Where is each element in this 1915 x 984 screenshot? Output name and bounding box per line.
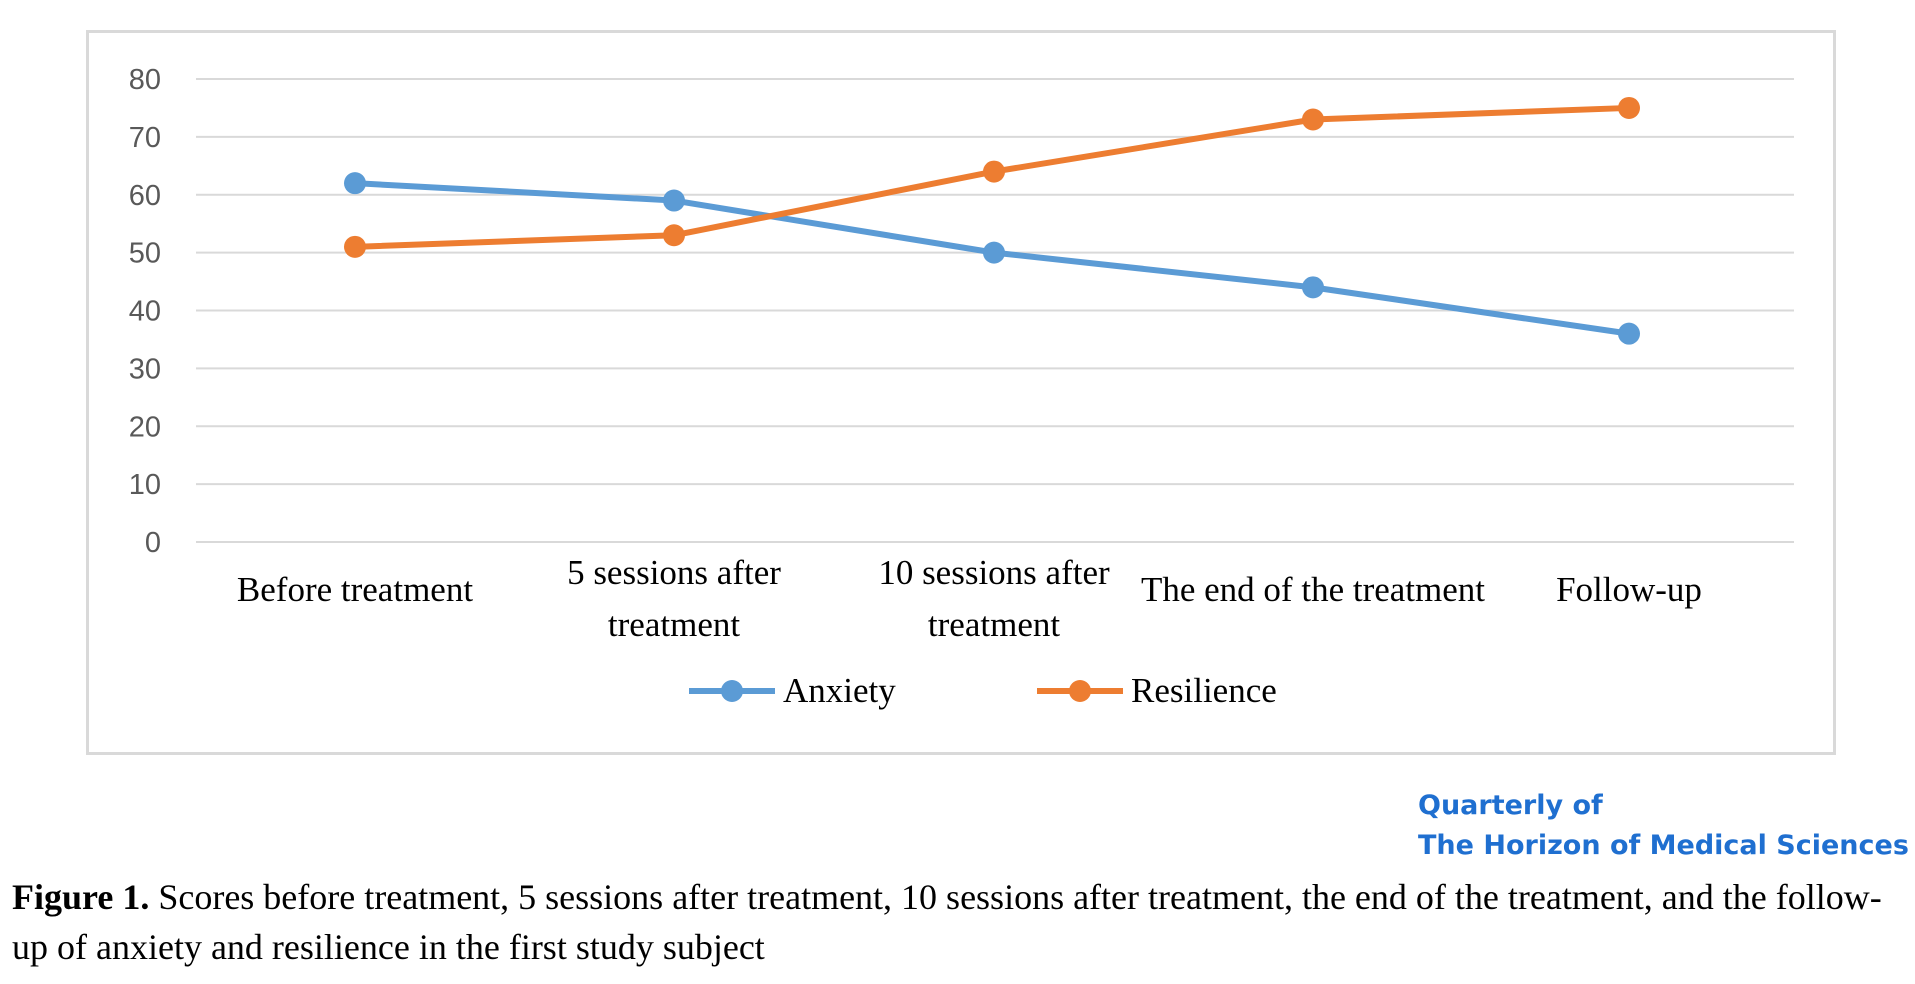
data-point-resilience-3 [1302,108,1324,131]
journal-line-1: Quarterly of [1418,790,1603,821]
line-chart: 0 10 20 30 40 50 60 70 80 Before treatment 5 sessi… [129,64,1794,710]
y-tick-label-70: 70 [129,122,161,154]
chart-frame: 0 10 20 30 40 50 60 70 80 Before treatment 5 sessi… [86,30,1836,755]
data-point-anxiety-4 [1618,322,1640,345]
x-tick-label-1-line-0: 5 sessions after [567,553,781,592]
x-tick-label-0: Before treatment [237,570,473,609]
caption-text: Scores before treatment, 5 sessions afte… [12,877,1882,967]
data-point-anxiety-0 [344,172,366,195]
legend-marker-resilience [1069,680,1091,702]
data-point-anxiety-2 [983,241,1005,264]
legend-marker-anxiety [721,680,743,702]
journal-line-2: The Horizon of Medical Sciences [1418,830,1909,861]
y-tick-label-60: 60 [129,180,161,212]
x-tick-label-3: The end of the treatment [1141,570,1485,609]
x-tick-label-2-line-1: treatment [928,605,1060,644]
caption-label: Figure 1. [12,877,150,917]
y-tick-label-40: 40 [129,296,161,328]
data-point-anxiety-3 [1302,276,1324,299]
data-point-resilience-1 [663,224,685,247]
y-tick-label-0: 0 [145,527,161,559]
y-tick-label-80: 80 [129,64,161,96]
y-tick-label-50: 50 [129,238,161,270]
data-point-resilience-4 [1618,96,1640,119]
x-tick-label-2-line-0: 10 sessions after [878,553,1110,592]
x-tick-label-1-line-1: treatment [608,605,740,644]
data-point-resilience-0 [344,235,366,258]
journal-logo: Quarterly of The Horizon of Medical Scie… [1418,786,1909,866]
y-tick-label-10: 10 [129,469,161,501]
x-tick-label-4: Follow-up [1556,570,1702,609]
y-tick-label-20: 20 [129,411,161,443]
data-point-anxiety-1 [663,189,685,212]
data-point-resilience-2 [983,160,1005,183]
legend-label-anxiety: Anxiety [783,671,896,710]
figure-caption: Figure 1. Scores before treatment, 5 ses… [12,872,1907,972]
y-tick-label-30: 30 [129,353,161,385]
legend-label-resilience: Resilience [1131,671,1277,710]
